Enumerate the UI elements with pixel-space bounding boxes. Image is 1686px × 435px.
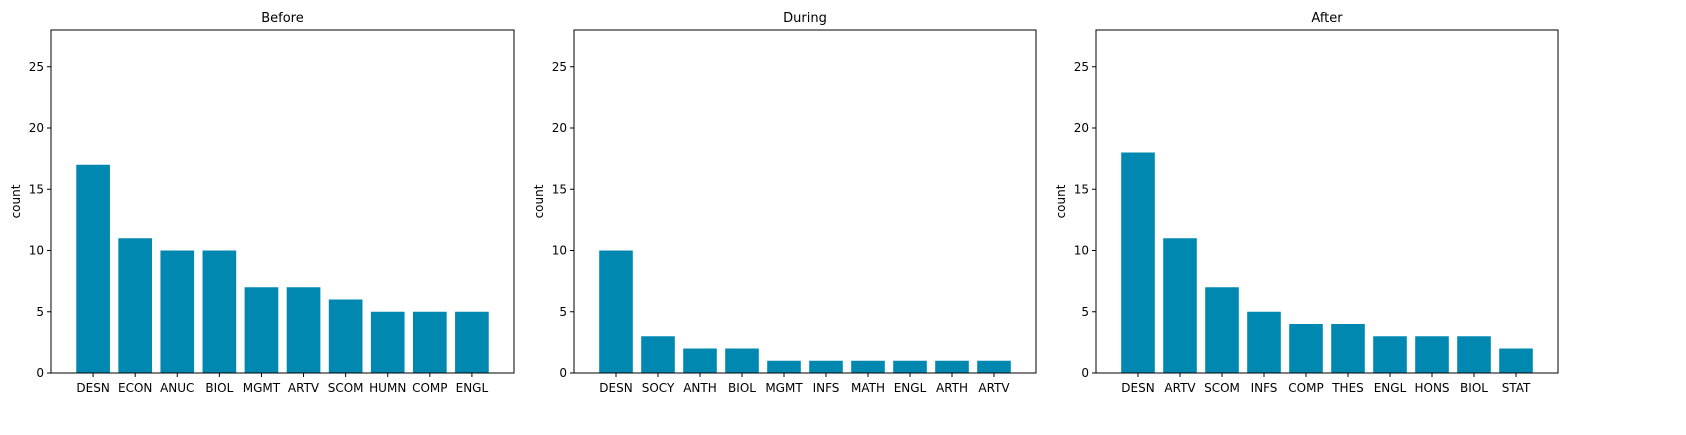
xtick-label-after-infs: INFS [1251,381,1278,395]
bar-during-infs [809,360,843,373]
xtick-label-during-biol: BIOL [728,381,756,395]
bar-before-biol [202,250,237,373]
xtick-label-before-comp: COMP [412,381,447,395]
bar-before-anuc [160,250,195,373]
ytick-label-before-0: 0 [36,366,44,380]
xtick-label-during-arth: ARTH [936,381,968,395]
xtick-label-after-artv: ARTV [1164,381,1196,395]
xtick-label-after-thes: THES [1331,381,1364,395]
ytick-label-after-0: 0 [1081,366,1089,380]
chart-title-during: During [783,11,827,26]
ytick-label-after-15: 15 [1074,182,1089,196]
bar-during-socy [641,336,675,373]
xtick-label-before-anuc: ANUC [160,381,194,395]
ytick-label-during-5: 5 [559,305,567,319]
xtick-label-before-mgmt: MGMT [243,381,281,395]
chart-title-before: Before [261,11,304,26]
ytick-label-after-10: 10 [1074,244,1089,258]
ytick-label-during-0: 0 [559,366,567,380]
xtick-label-during-anth: ANTH [683,381,717,395]
bar-after-infs [1247,311,1281,373]
bar-during-desn [599,250,633,373]
bar-during-engl [893,360,927,373]
chart-during: 0 5 10 15 20 25 DESN SOCY ANTH BIOL MGMT INFS MATH EN… [532,11,1037,395]
ytick-label-during-15: 15 [552,182,567,196]
y-axis-label-after: count [1054,184,1068,218]
bar-during-arth [935,360,969,373]
axes-frame-after [1095,29,1559,374]
xtick-label-after-stat: STAT [1502,381,1531,395]
xtick-label-during-mgmt: MGMT [765,381,803,395]
bar-before-artv [286,287,321,373]
bar-after-thes [1331,324,1365,373]
bar-during-artv [977,360,1011,373]
xtick-label-during-desn: DESN [599,381,632,395]
bar-after-stat [1499,348,1533,373]
bar-after-scom [1205,287,1239,373]
xtick-label-before-scom: SCOM [328,381,364,395]
bar-before-desn [76,164,110,373]
ytick-label-before-20: 20 [29,121,44,135]
axes-frame-during [573,29,1037,374]
ytick-label-after-25: 25 [1074,60,1089,74]
ytick-label-during-20: 20 [552,121,567,135]
ytick-label-before-25: 25 [29,60,44,74]
xtick-label-before-desn: DESN [76,381,109,395]
axes-frame-before [50,29,515,374]
ytick-label-during-25: 25 [552,60,567,74]
bar-before-comp [412,311,447,373]
chart-title-after: After [1311,11,1343,26]
bar-after-artv [1163,238,1197,373]
ytick-label-after-5: 5 [1081,305,1089,319]
ytick-label-before-15: 15 [29,182,44,196]
xtick-label-before-artv: ARTV [288,381,320,395]
bar-during-math [851,360,885,373]
xtick-label-after-desn: DESN [1121,381,1154,395]
xtick-label-during-socy: SOCY [642,381,675,395]
xtick-label-during-infs: INFS [813,381,840,395]
bar-before-scom [328,299,363,373]
xtick-label-after-hons: HONS [1414,381,1449,395]
y-axis-label-during: count [532,184,546,218]
chart-after: 0 5 10 15 20 25 DESN ARTV SCOM INFS COMP THES ENGL HO… [1054,11,1559,395]
bar-before-humn [370,311,405,373]
bar-after-desn [1121,152,1155,373]
chart-before: 0 5 10 15 20 25 DESN ECON ANUC BIOL MGMT ARTV SCOM HU… [9,11,515,395]
bar-during-anth [683,348,717,373]
bar-before-mgmt [244,287,279,373]
xtick-label-after-scom: SCOM [1204,381,1240,395]
ytick-label-after-20: 20 [1074,121,1089,135]
xtick-label-before-humn: HUMN [369,381,406,395]
bar-after-biol [1457,336,1491,373]
ytick-label-during-10: 10 [552,244,567,258]
bar-after-engl [1373,336,1407,373]
ytick-label-before-5: 5 [36,305,44,319]
xtick-label-after-comp: COMP [1288,381,1323,395]
bar-after-hons [1415,336,1449,373]
xtick-label-during-artv: ARTV [978,381,1010,395]
xtick-label-before-engl: ENGL [456,381,489,395]
bar-during-biol [725,348,759,373]
xtick-label-after-engl: ENGL [1374,381,1407,395]
xtick-label-before-biol: BIOL [205,381,233,395]
xtick-label-after-biol: BIOL [1460,381,1488,395]
xtick-label-before-econ: ECON [118,381,152,395]
bar-before-engl [455,311,489,373]
ytick-label-before-10: 10 [29,244,44,258]
xtick-label-during-math: MATH [851,381,885,395]
bar-during-mgmt [767,360,801,373]
xtick-label-during-engl: ENGL [894,381,927,395]
bar-before-econ [118,238,153,373]
bar-after-comp [1289,324,1323,373]
y-axis-label-before: count [9,184,23,218]
